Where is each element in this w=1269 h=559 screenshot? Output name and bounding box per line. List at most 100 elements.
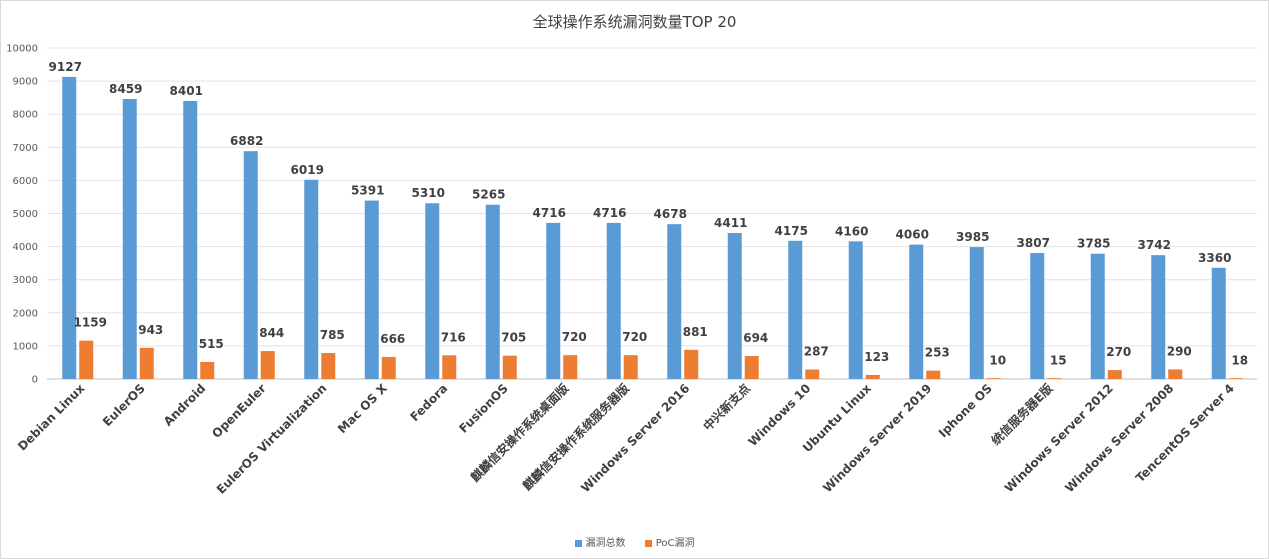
legend-label-poc: PoC漏洞 — [655, 538, 695, 549]
data-label-total: 6882 — [230, 134, 263, 148]
bar-total — [1151, 255, 1166, 379]
bar-total — [1030, 252, 1045, 379]
bar-total — [788, 240, 803, 379]
data-label-total: 8401 — [170, 84, 203, 98]
bar-poc — [79, 340, 94, 379]
data-label-total: 4160 — [835, 224, 868, 238]
x-tick-label: Fedora — [407, 381, 450, 424]
data-label-total: 3742 — [1138, 238, 1171, 252]
bar-total — [1211, 267, 1226, 379]
y-tick-label: 10000 — [6, 44, 38, 55]
bar-poc — [260, 351, 275, 379]
bar-poc — [926, 370, 941, 379]
data-label-poc: 270 — [1106, 345, 1131, 359]
y-tick-label: 0 — [32, 375, 38, 386]
data-label-poc: 881 — [683, 325, 708, 339]
x-tick-label: Mac OS X — [335, 381, 390, 436]
bar-poc — [502, 355, 517, 379]
y-tick-label: 7000 — [13, 143, 38, 154]
x-tick-label: Windows Server 2008 — [1062, 381, 1176, 495]
data-label-poc: 123 — [864, 350, 889, 364]
x-tick-label: EulerOS — [100, 381, 148, 429]
x-tick-label: OpenEuler — [209, 381, 269, 441]
data-label-poc: 515 — [199, 337, 224, 351]
data-label-total: 3807 — [1017, 236, 1050, 250]
legend: 漏洞总数 PoC漏洞 — [1, 534, 1268, 549]
data-label-total: 4175 — [775, 224, 808, 238]
legend-label-total: 漏洞总数 — [585, 538, 626, 549]
data-label-total: 3360 — [1198, 251, 1231, 265]
data-label-total: 3985 — [956, 230, 989, 244]
y-tick-label: 1000 — [13, 341, 38, 352]
bar-poc — [1228, 378, 1243, 379]
data-label-poc: 720 — [562, 330, 587, 344]
data-label-total: 4678 — [654, 207, 687, 221]
data-label-total: 8459 — [109, 82, 142, 96]
bar-poc — [1107, 370, 1122, 379]
bar-total — [364, 200, 379, 379]
data-label-poc: 15 — [1050, 354, 1067, 368]
data-label-poc: 720 — [622, 330, 647, 344]
bar-total — [122, 99, 137, 379]
data-label-poc: 1159 — [74, 316, 107, 330]
x-tick-label: Windows 10 — [746, 381, 814, 449]
data-label-poc: 694 — [743, 331, 768, 345]
x-tick-label: 麒麟信安操作系统服务器版 — [519, 381, 631, 493]
bar-total — [909, 244, 924, 379]
bar-total — [243, 151, 258, 379]
x-tick-label: Windows Server 2019 — [820, 381, 934, 495]
bar-total — [606, 222, 621, 379]
data-label-total: 5265 — [472, 188, 505, 202]
data-label-poc: 18 — [1231, 353, 1248, 367]
data-label-poc: 290 — [1167, 344, 1192, 358]
bar-total — [727, 232, 742, 379]
bar-poc — [865, 374, 880, 379]
bar-poc — [986, 378, 1001, 379]
bar-poc — [1047, 378, 1062, 379]
bar-poc — [563, 355, 578, 379]
bar-poc — [381, 356, 396, 379]
data-label-total: 4716 — [533, 206, 566, 220]
data-label-poc: 705 — [501, 331, 526, 345]
x-tick-label: Windows Server 2016 — [578, 381, 692, 495]
x-tick-label: Debian Linux — [15, 381, 87, 453]
bar-total — [425, 203, 440, 379]
data-label-total: 4411 — [714, 216, 747, 230]
legend-swatch-poc — [644, 539, 652, 547]
bar-total — [667, 224, 682, 379]
data-label-total: 9127 — [49, 60, 82, 74]
bar-total — [1090, 253, 1105, 379]
x-tick-label: Android — [161, 381, 209, 429]
legend-item-total: 漏洞总数 — [574, 534, 626, 549]
bar-poc — [200, 361, 215, 379]
data-label-poc: 253 — [925, 346, 950, 360]
data-label-total: 6019 — [291, 163, 324, 177]
bar-poc — [139, 347, 154, 379]
bar-total — [546, 222, 561, 379]
bar-poc — [805, 369, 820, 379]
x-tick-label: 麒麟信安操作系统桌面版 — [467, 381, 571, 485]
data-label-poc: 844 — [259, 326, 284, 340]
x-tick-label: TencentOS Server 4 — [1133, 381, 1237, 485]
data-label-total: 4716 — [593, 206, 626, 220]
bar-poc — [684, 349, 699, 379]
data-label-poc: 943 — [138, 323, 163, 337]
bar-poc — [744, 356, 759, 379]
y-tick-label: 6000 — [13, 176, 38, 187]
data-label-total: 3785 — [1077, 237, 1110, 251]
bar-total — [485, 204, 500, 379]
data-label-total: 5391 — [351, 184, 384, 198]
bar-total — [62, 76, 77, 379]
x-tick-label: Windows Server 2012 — [1002, 381, 1116, 495]
data-label-poc: 785 — [320, 328, 345, 342]
bar-poc — [1168, 369, 1183, 379]
y-tick-label: 4000 — [13, 242, 38, 253]
bar-total — [304, 179, 319, 379]
x-tick-label: 中兴新支点 — [700, 381, 753, 434]
bar-poc — [623, 355, 638, 379]
chart-title: 全球操作系统漏洞数量TOP 20 — [532, 13, 737, 31]
data-label-total: 5310 — [412, 186, 445, 200]
x-tick-label: FusionOS — [456, 381, 510, 435]
